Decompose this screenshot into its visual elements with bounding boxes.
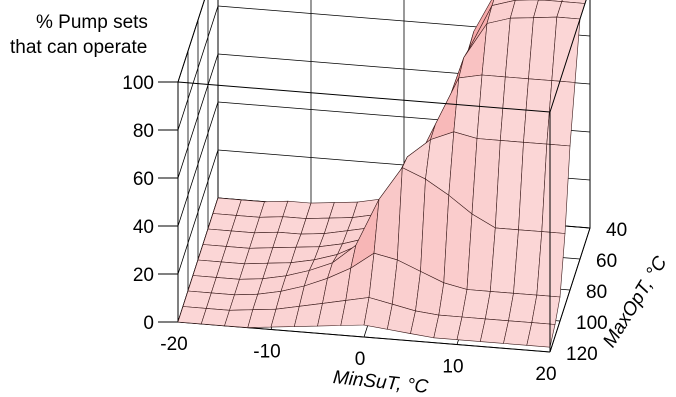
z-tick-label: 20 [133,265,154,286]
z-tick-label: 80 [133,121,154,142]
surface-cell [546,80,576,147]
surface-cell [536,231,566,298]
z-axis-title-line-1: % Pump sets [36,12,148,33]
surface-cell [526,322,556,348]
z-axis-title-line-2-text: that can operate [10,37,147,58]
right-top-edge [549,0,587,113]
z-tick-label: 100 [122,73,154,94]
surface-plot [177,0,587,348]
x-axis-title: MinSuT, °C [332,367,430,397]
z-tick-label: 60 [133,169,154,190]
y-tick-label: 120 [566,344,598,365]
z-tick-label: 40 [133,217,154,238]
surface-cell [551,16,581,83]
surface-cell [541,143,571,234]
z-tick-label: 0 [143,313,154,334]
tick-labels: 0 20 40 60 80 100 -20 -10 0 10 20 40 60 80 100 120 [122,73,627,385]
z-axis-title: % Pump sets [36,12,148,33]
x-tick-label: -10 [253,342,280,363]
y-tick-label: 100 [576,313,608,334]
x-tick-label: 0 [355,349,366,370]
x-tick-label: 10 [442,357,463,378]
front-top-edge [177,81,551,113]
y-tick-label: 60 [596,251,617,272]
surface-cell [531,294,561,325]
x-tick-label: 20 [535,364,556,385]
x-tick-label: -20 [160,334,187,355]
y-tick-label: 40 [606,220,627,241]
z-axis-title-line-2: that can operate [10,37,147,58]
y-tick-label: 80 [586,282,607,303]
plot-frame-front [177,0,587,352]
